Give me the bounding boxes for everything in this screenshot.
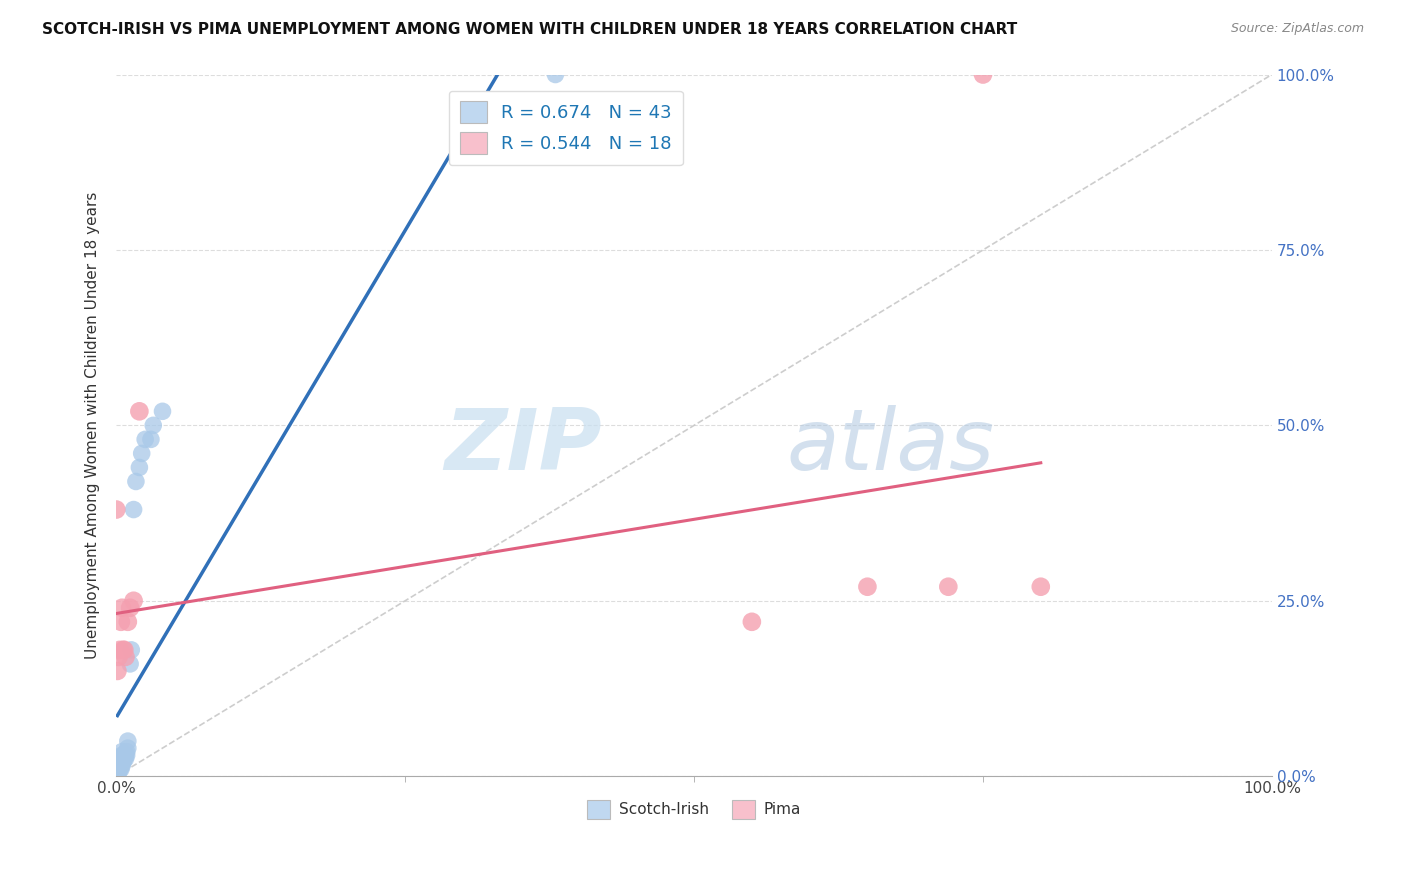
Point	[111, 600, 134, 615]
Point	[120, 600, 142, 615]
Point	[122, 502, 145, 516]
Point	[105, 502, 128, 516]
Point	[114, 748, 136, 763]
Point	[117, 734, 139, 748]
Point	[134, 433, 156, 447]
Point	[107, 761, 129, 775]
Point	[107, 765, 129, 780]
Text: atlas: atlas	[786, 405, 994, 488]
Point	[112, 751, 135, 765]
Point	[111, 748, 134, 763]
Point	[107, 649, 129, 664]
Point	[107, 762, 129, 776]
Point	[110, 615, 132, 629]
Point	[115, 748, 138, 763]
Point	[114, 649, 136, 664]
Point	[128, 460, 150, 475]
Point	[112, 643, 135, 657]
Text: ZIP: ZIP	[444, 405, 602, 488]
Point	[142, 418, 165, 433]
Point	[115, 745, 138, 759]
Point	[114, 751, 136, 765]
Point	[112, 748, 135, 763]
Point	[110, 755, 132, 769]
Point	[139, 433, 162, 447]
Point	[120, 643, 142, 657]
Point	[108, 762, 131, 776]
Point	[108, 751, 131, 765]
Point	[125, 475, 148, 489]
Text: Source: ZipAtlas.com: Source: ZipAtlas.com	[1230, 22, 1364, 36]
Point	[972, 68, 994, 82]
Point	[108, 758, 131, 772]
Point	[107, 764, 129, 778]
Point	[111, 751, 134, 765]
Point	[111, 745, 134, 759]
Point	[107, 764, 129, 778]
Point	[110, 758, 132, 772]
Point	[122, 593, 145, 607]
Point	[111, 758, 134, 772]
Point	[152, 404, 174, 418]
Point	[117, 615, 139, 629]
Y-axis label: Unemployment Among Women with Children Under 18 years: Unemployment Among Women with Children U…	[86, 192, 100, 659]
Point	[128, 404, 150, 418]
Point	[110, 762, 132, 776]
Point	[856, 580, 879, 594]
Legend: Scotch-Irish, Pima: Scotch-Irish, Pima	[581, 794, 807, 825]
Point	[111, 755, 134, 769]
Point	[741, 615, 763, 629]
Point	[112, 748, 135, 763]
Point	[112, 755, 135, 769]
Point	[107, 762, 129, 776]
Point	[112, 643, 135, 657]
Point	[544, 68, 567, 82]
Point	[112, 751, 135, 765]
Point	[1029, 580, 1052, 594]
Point	[936, 580, 959, 594]
Point	[108, 643, 131, 657]
Point	[120, 657, 142, 671]
Point	[131, 446, 153, 460]
Text: SCOTCH-IRISH VS PIMA UNEMPLOYMENT AMONG WOMEN WITH CHILDREN UNDER 18 YEARS CORRE: SCOTCH-IRISH VS PIMA UNEMPLOYMENT AMONG …	[42, 22, 1018, 37]
Point	[107, 664, 129, 678]
Point	[110, 751, 132, 765]
Point	[107, 758, 129, 772]
Point	[117, 741, 139, 756]
Point	[108, 755, 131, 769]
Point	[107, 765, 129, 780]
